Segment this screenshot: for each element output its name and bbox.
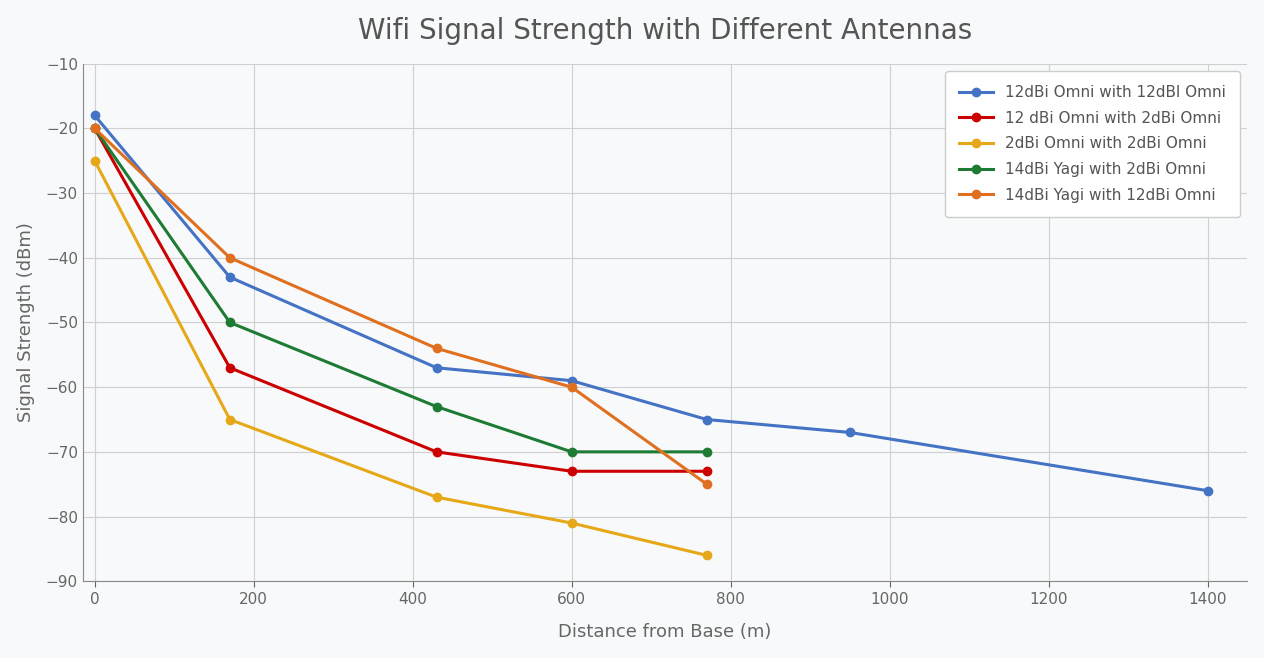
12dBi Omni with 12dBl Omni <box>222 273 238 281</box>
12 dBi Omni with 2dBi Omni <box>428 448 444 456</box>
12dBi Omni with 12dBl Omni <box>428 364 444 372</box>
Line: 14dBi Yagi with 2dBi Omni: 14dBi Yagi with 2dBi Omni <box>91 124 710 456</box>
14dBi Yagi with 12dBi Omni <box>564 383 579 391</box>
12dBi Omni with 12dBl Omni <box>842 428 857 436</box>
12 dBi Omni with 2dBi Omni <box>699 467 714 475</box>
Legend: 12dBi Omni with 12dBl Omni, 12 dBi Omni with 2dBi Omni, 2dBi Omni with 2dBi Omni: 12dBi Omni with 12dBl Omni, 12 dBi Omni … <box>945 71 1240 216</box>
14dBi Yagi with 12dBi Omni <box>428 344 444 352</box>
12dBi Omni with 12dBl Omni <box>699 416 714 424</box>
12 dBi Omni with 2dBi Omni <box>222 364 238 372</box>
Line: 12dBi Omni with 12dBl Omni: 12dBi Omni with 12dBl Omni <box>91 111 1212 495</box>
2dBi Omni with 2dBi Omni <box>87 157 102 164</box>
Title: Wifi Signal Strength with Different Antennas: Wifi Signal Strength with Different Ante… <box>358 16 972 45</box>
2dBi Omni with 2dBi Omni <box>564 519 579 527</box>
14dBi Yagi with 12dBi Omni <box>87 124 102 132</box>
12dBi Omni with 12dBl Omni <box>564 377 579 385</box>
14dBi Yagi with 2dBi Omni <box>428 403 444 411</box>
14dBi Yagi with 2dBi Omni <box>87 124 102 132</box>
12 dBi Omni with 2dBi Omni <box>564 467 579 475</box>
14dBi Yagi with 12dBi Omni <box>699 480 714 488</box>
Y-axis label: Signal Strength (dBm): Signal Strength (dBm) <box>16 222 34 422</box>
Line: 12 dBi Omni with 2dBi Omni: 12 dBi Omni with 2dBi Omni <box>91 124 710 476</box>
2dBi Omni with 2dBi Omni <box>428 494 444 501</box>
14dBi Yagi with 2dBi Omni <box>699 448 714 456</box>
12 dBi Omni with 2dBi Omni <box>87 124 102 132</box>
14dBi Yagi with 2dBi Omni <box>564 448 579 456</box>
12dBi Omni with 12dBl Omni <box>1200 487 1215 495</box>
Line: 2dBi Omni with 2dBi Omni: 2dBi Omni with 2dBi Omni <box>91 157 710 559</box>
2dBi Omni with 2dBi Omni <box>699 551 714 559</box>
14dBi Yagi with 2dBi Omni <box>222 318 238 326</box>
12dBi Omni with 12dBl Omni <box>87 111 102 119</box>
2dBi Omni with 2dBi Omni <box>222 416 238 424</box>
14dBi Yagi with 12dBi Omni <box>222 254 238 262</box>
X-axis label: Distance from Base (m): Distance from Base (m) <box>559 623 772 642</box>
Line: 14dBi Yagi with 12dBi Omni: 14dBi Yagi with 12dBi Omni <box>91 124 710 488</box>
